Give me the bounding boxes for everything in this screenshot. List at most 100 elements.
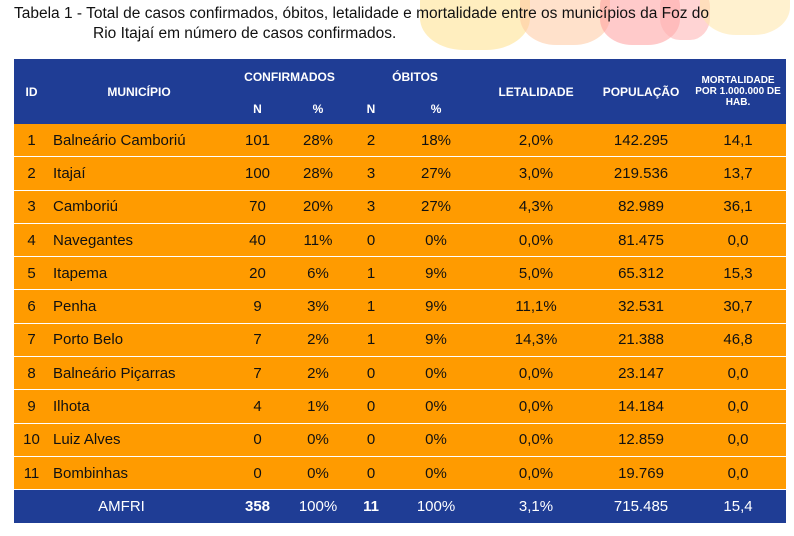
cell-obitos-n: 0: [350, 223, 393, 258]
cell-obitos-pct: 0%: [392, 356, 481, 391]
cell-mortalidade: 15,3: [690, 256, 787, 291]
cell-municipio: Balneário Piçarras: [49, 356, 229, 391]
cell-obitos-pct: 0%: [392, 423, 481, 457]
cell-confirmados-pct: 28%: [286, 124, 351, 158]
cell-populacao: 142.295: [592, 124, 691, 158]
table-row: 7 Porto Belo 7 2% 1 9% 14,3% 21.388 46,8: [14, 323, 787, 358]
cell-populacao: 21.388: [592, 323, 691, 358]
cell-obitos-n: 1: [350, 323, 393, 358]
cell-municipio: Ilhota: [49, 389, 229, 424]
cell-id: 4: [14, 223, 49, 258]
cell-municipio: Navegantes: [49, 223, 229, 258]
cell-confirmados-n: 7: [229, 356, 286, 391]
total-obitos-n: 11: [350, 489, 393, 524]
cell-obitos-pct: 27%: [392, 190, 481, 224]
cell-mortalidade: 0,0: [690, 456, 787, 491]
cell-letalidade: 5,0%: [480, 256, 593, 291]
cell-municipio: Penha: [49, 289, 229, 324]
total-populacao: 715.485: [592, 489, 691, 524]
cell-confirmados-pct: 2%: [286, 356, 351, 391]
cell-obitos-pct: 0%: [392, 456, 481, 491]
cell-municipio: Porto Belo: [49, 323, 229, 358]
total-row: AMFRI 358 100% 11 100% 3,1% 715.485 15,4: [14, 489, 787, 524]
cell-letalidade: 0,0%: [480, 356, 593, 391]
cell-populacao: 82.989: [592, 190, 691, 224]
cell-obitos-pct: 0%: [392, 389, 481, 424]
cell-mortalidade: 14,1: [690, 124, 787, 158]
cell-letalidade: 0,0%: [480, 389, 593, 424]
cell-id: 3: [14, 190, 49, 224]
cell-letalidade: 4,3%: [480, 190, 593, 224]
cell-populacao: 65.312: [592, 256, 691, 291]
cell-populacao: 12.859: [592, 423, 691, 457]
cell-confirmados-n: 0: [229, 423, 286, 457]
cases-table: ID MUNICÍPIO CONFIRMADOS ÓBITOS LETALIDA…: [14, 59, 787, 524]
cell-obitos-pct: 9%: [392, 323, 481, 358]
cell-obitos-n: 0: [350, 356, 393, 391]
cell-id: 6: [14, 289, 49, 324]
header-mortalidade: MORTALIDADE POR 1.000.000 DE HAB.: [690, 59, 787, 124]
total-label: AMFRI: [14, 489, 229, 524]
cell-mortalidade: 0,0: [690, 389, 787, 424]
cell-letalidade: 11,1%: [480, 289, 593, 324]
cell-obitos-n: 1: [350, 256, 393, 291]
cell-confirmados-n: 40: [229, 223, 286, 258]
table-row: 1 Balneário Camboriú 101 28% 2 18% 2,0% 142.295…: [14, 124, 787, 158]
cell-id: 8: [14, 356, 49, 391]
cell-confirmados-pct: 0%: [286, 423, 351, 457]
cell-id: 2: [14, 156, 49, 191]
caption-line-1: Tabela 1 - Total de casos confirmados, ó…: [14, 5, 710, 22]
cell-obitos-n: 0: [350, 389, 393, 424]
cell-municipio: Balneário Camboriú: [49, 124, 229, 158]
cell-id: 1: [14, 124, 49, 158]
total-mortalidade: 15,4: [690, 489, 787, 524]
header-confirmados-pct: %: [286, 94, 351, 124]
table-row: 5 Itapema 20 6% 1 9% 5,0% 65.312 15,3: [14, 256, 787, 291]
cell-confirmados-n: 0: [229, 456, 286, 491]
cell-mortalidade: 30,7: [690, 289, 787, 324]
table-row: 6 Penha 9 3% 1 9% 11,1% 32.531 30,7: [14, 289, 787, 324]
cell-confirmados-n: 101: [229, 124, 286, 158]
cell-mortalidade: 0,0: [690, 356, 787, 391]
table-row: 4 Navegantes 40 11% 0 0% 0,0% 81.475 0,0: [14, 223, 787, 258]
cell-confirmados-n: 100: [229, 156, 286, 191]
cell-confirmados-pct: 3%: [286, 289, 351, 324]
cell-populacao: 14.184: [592, 389, 691, 424]
header-obitos-pct: %: [392, 94, 481, 124]
header-letalidade: LETALIDADE: [480, 59, 593, 124]
header-obitos: ÓBITOS: [350, 59, 481, 94]
cell-mortalidade: 0,0: [690, 223, 787, 258]
cell-confirmados-n: 20: [229, 256, 286, 291]
cell-populacao: 81.475: [592, 223, 691, 258]
total-letalidade: 3,1%: [480, 489, 593, 524]
cell-obitos-n: 3: [350, 190, 393, 224]
cell-obitos-n: 0: [350, 456, 393, 491]
cell-confirmados-n: 9: [229, 289, 286, 324]
table-body: 1 Balneário Camboriú 101 28% 2 18% 2,0% 142.295…: [14, 124, 787, 491]
cell-mortalidade: 36,1: [690, 190, 787, 224]
table-header: ID MUNICÍPIO CONFIRMADOS ÓBITOS LETALIDA…: [14, 59, 787, 124]
cell-confirmados-pct: 2%: [286, 323, 351, 358]
cell-obitos-pct: 27%: [392, 156, 481, 191]
cell-confirmados-pct: 6%: [286, 256, 351, 291]
header-obitos-n: N: [350, 94, 393, 124]
cell-municipio: Itajaí: [49, 156, 229, 191]
table-row: 3 Camboriú 70 20% 3 27% 4,3% 82.989 36,1: [14, 190, 787, 224]
cell-id: 9: [14, 389, 49, 424]
caption-line-2: Rio Itajaí em número de casos confirmado…: [93, 25, 397, 42]
table-caption: Tabela 1 - Total de casos confirmados, ó…: [14, 4, 784, 44]
header-confirmados-n: N: [229, 94, 286, 124]
cell-obitos-n: 2: [350, 124, 393, 158]
table-footer: AMFRI 358 100% 11 100% 3,1% 715.485 15,4: [14, 489, 787, 524]
cell-obitos-n: 3: [350, 156, 393, 191]
cell-letalidade: 0,0%: [480, 223, 593, 258]
total-confirmados-n: 358: [229, 489, 286, 524]
cell-mortalidade: 13,7: [690, 156, 787, 191]
table-row: 9 Ilhota 4 1% 0 0% 0,0% 14.184 0,0: [14, 389, 787, 424]
table-row: 2 Itajaí 100 28% 3 27% 3,0% 219.536 13,7: [14, 156, 787, 191]
cell-confirmados-pct: 0%: [286, 456, 351, 491]
cell-id: 5: [14, 256, 49, 291]
header-confirmados: CONFIRMADOS: [229, 59, 351, 94]
cell-id: 10: [14, 423, 49, 457]
cell-confirmados-n: 70: [229, 190, 286, 224]
